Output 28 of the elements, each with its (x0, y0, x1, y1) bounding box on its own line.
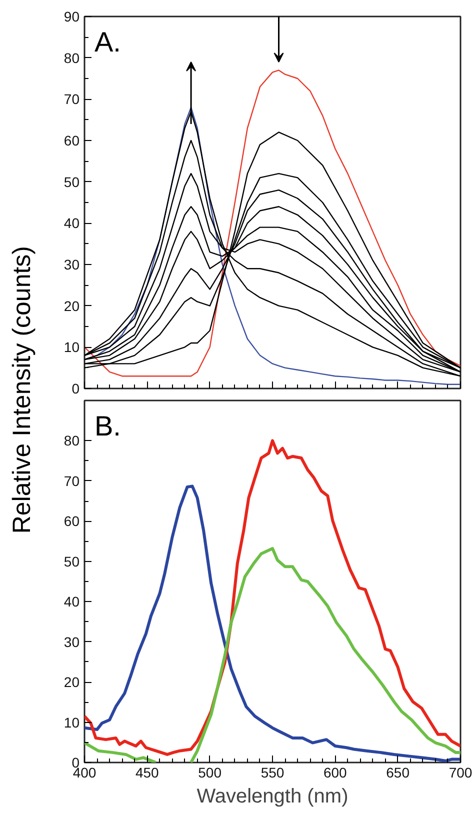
y-tick-label: 0 (72, 380, 80, 396)
x-tick-label: 700 (448, 764, 472, 780)
y-tick-label: 90 (64, 8, 80, 24)
x-tick-label: 550 (260, 764, 284, 780)
y-axis-title: Relative Intensity (counts) (7, 246, 37, 534)
y-tick-label: 20 (64, 298, 80, 314)
y-tick-label: 30 (64, 256, 80, 272)
x-axis-title: Wavelength (nm) (196, 786, 348, 808)
y-tick-label: 50 (64, 553, 80, 570)
y-tick-label: 50 (64, 174, 80, 190)
y-tick-label: 40 (64, 215, 80, 232)
y-tick-label: 80 (64, 50, 80, 66)
annotation: A. (94, 26, 121, 58)
x-tick-label: 450 (135, 764, 160, 780)
y-tick-label: 40 (64, 594, 80, 610)
annotation: B. (94, 410, 121, 442)
y-tick-label: 60 (64, 132, 80, 148)
y-tick-label: 70 (64, 91, 80, 108)
x-tick-label: 500 (198, 764, 222, 780)
y-tick-label: 80 (64, 432, 80, 449)
x-tick-label: 650 (386, 764, 410, 780)
y-tick-label: 10 (64, 714, 80, 730)
x-tick-label: 600 (323, 764, 348, 780)
y-tick-label: 60 (64, 513, 80, 530)
y-tick-label: 10 (64, 339, 80, 356)
y-tick-label: 20 (64, 674, 80, 690)
y-tick-label: 70 (64, 472, 80, 489)
y-tick-label: 30 (64, 634, 80, 650)
